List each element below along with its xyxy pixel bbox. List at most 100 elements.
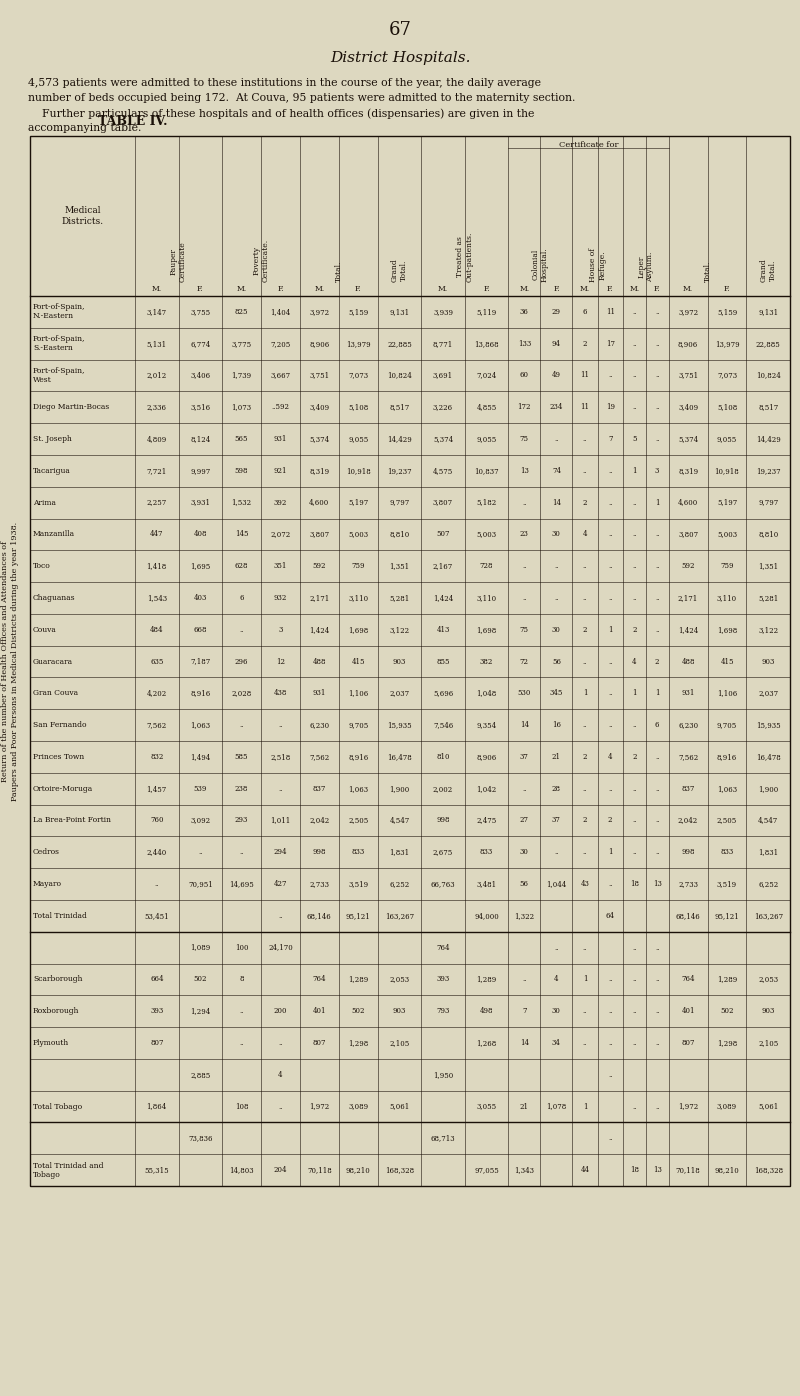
- Text: 108: 108: [234, 1103, 248, 1111]
- Text: 238: 238: [235, 785, 248, 793]
- Text: ..: ..: [278, 1039, 282, 1047]
- Text: 1,078: 1,078: [546, 1103, 566, 1111]
- Text: 1,418: 1,418: [146, 563, 167, 570]
- Text: ..: ..: [608, 1039, 613, 1047]
- Text: 932: 932: [274, 593, 287, 602]
- Text: ..: ..: [239, 722, 244, 729]
- Text: 484: 484: [150, 625, 163, 634]
- Text: 1,289: 1,289: [717, 976, 737, 983]
- Text: 1,089: 1,089: [190, 944, 210, 952]
- Text: 5,119: 5,119: [477, 309, 497, 315]
- Text: ..: ..: [582, 785, 587, 793]
- Text: 502: 502: [720, 1007, 734, 1015]
- Text: 8,124: 8,124: [190, 436, 210, 443]
- Text: ..: ..: [655, 817, 659, 825]
- Text: 1,343: 1,343: [514, 1166, 534, 1174]
- Text: Total.: Total.: [335, 261, 343, 282]
- Text: Total Trinidad and
Tobago: Total Trinidad and Tobago: [33, 1161, 103, 1178]
- Text: ..: ..: [278, 1103, 282, 1111]
- Text: 2,675: 2,675: [433, 849, 453, 856]
- Text: 592: 592: [313, 563, 326, 570]
- Text: 8,810: 8,810: [758, 530, 778, 539]
- Text: ..: ..: [608, 1071, 613, 1079]
- Text: 3,110: 3,110: [477, 593, 497, 602]
- Text: ..: ..: [522, 976, 526, 983]
- Text: 13: 13: [653, 1166, 662, 1174]
- Text: 98,210: 98,210: [346, 1166, 370, 1174]
- Text: 1,063: 1,063: [348, 785, 368, 793]
- Text: 764: 764: [682, 976, 695, 983]
- Text: 6: 6: [655, 722, 659, 729]
- Text: 27: 27: [520, 817, 529, 825]
- Text: 11: 11: [581, 403, 590, 412]
- Text: 1,048: 1,048: [477, 690, 497, 698]
- Text: 13: 13: [520, 466, 529, 475]
- Text: ..: ..: [239, 849, 244, 856]
- Text: 9,055: 9,055: [717, 436, 737, 443]
- Text: 1: 1: [608, 625, 613, 634]
- Text: 1,011: 1,011: [270, 817, 290, 825]
- Text: 3,409: 3,409: [310, 403, 330, 412]
- Text: 5,374: 5,374: [678, 436, 698, 443]
- Text: TABLE IV.: TABLE IV.: [98, 114, 167, 128]
- Text: 3,089: 3,089: [717, 1103, 737, 1111]
- Text: ..: ..: [239, 625, 244, 634]
- Text: ..: ..: [632, 722, 637, 729]
- Text: 2,171: 2,171: [678, 593, 698, 602]
- Text: ..: ..: [582, 593, 587, 602]
- Text: 95,121: 95,121: [714, 912, 739, 920]
- Text: 1,289: 1,289: [477, 976, 497, 983]
- Text: 3,406: 3,406: [190, 371, 210, 380]
- Text: 903: 903: [393, 658, 406, 666]
- Text: 2,012: 2,012: [146, 371, 167, 380]
- Text: 4,600: 4,600: [310, 498, 330, 507]
- Text: 668: 668: [194, 625, 207, 634]
- Text: 94,000: 94,000: [474, 912, 499, 920]
- Text: 2: 2: [582, 339, 587, 348]
- Bar: [30, 135, 790, 1187]
- Text: 7: 7: [608, 436, 613, 443]
- Text: Plymouth: Plymouth: [33, 1039, 70, 1047]
- Text: 13,979: 13,979: [714, 339, 739, 348]
- Text: 168,328: 168,328: [754, 1166, 783, 1174]
- Text: F.: F.: [355, 285, 362, 293]
- Text: 664: 664: [150, 976, 163, 983]
- Text: 163,267: 163,267: [754, 912, 783, 920]
- Text: ..: ..: [582, 1007, 587, 1015]
- Text: ..: ..: [608, 1007, 613, 1015]
- Text: ..: ..: [608, 498, 613, 507]
- Text: F.: F.: [724, 285, 730, 293]
- Text: 5,003: 5,003: [477, 530, 497, 539]
- Text: 1,298: 1,298: [348, 1039, 369, 1047]
- Text: M.: M.: [580, 285, 590, 293]
- Text: ..: ..: [632, 849, 637, 856]
- Text: 1: 1: [608, 849, 613, 856]
- Text: 4,573 patients were admitted to these institutions in the course of the year, th: 4,573 patients were admitted to these in…: [28, 78, 541, 88]
- Text: 2: 2: [608, 817, 613, 825]
- Text: 56: 56: [520, 879, 529, 888]
- Text: 66,763: 66,763: [430, 879, 455, 888]
- Text: 2,167: 2,167: [433, 563, 453, 570]
- Text: Total Tobago: Total Tobago: [33, 1103, 82, 1111]
- Text: 2: 2: [582, 498, 587, 507]
- Text: 5,281: 5,281: [390, 593, 410, 602]
- Text: 415: 415: [720, 658, 734, 666]
- Text: 2,336: 2,336: [146, 403, 166, 412]
- Text: 14: 14: [520, 722, 529, 729]
- Text: 1,063: 1,063: [190, 722, 210, 729]
- Text: 30: 30: [552, 530, 561, 539]
- Text: ..: ..: [608, 722, 613, 729]
- Text: 14,803: 14,803: [229, 1166, 254, 1174]
- Text: Gran Couva: Gran Couva: [33, 690, 78, 698]
- Text: ..: ..: [239, 1039, 244, 1047]
- Text: 2,042: 2,042: [678, 817, 698, 825]
- Text: ..: ..: [522, 563, 526, 570]
- Text: 7,546: 7,546: [433, 722, 453, 729]
- Text: 3,122: 3,122: [758, 625, 778, 634]
- Text: Manzanilla: Manzanilla: [33, 530, 75, 539]
- Text: 14,429: 14,429: [387, 436, 412, 443]
- Text: 5,003: 5,003: [348, 530, 368, 539]
- Text: 24,170: 24,170: [268, 944, 293, 952]
- Text: 5,197: 5,197: [348, 498, 369, 507]
- Text: ..: ..: [655, 593, 659, 602]
